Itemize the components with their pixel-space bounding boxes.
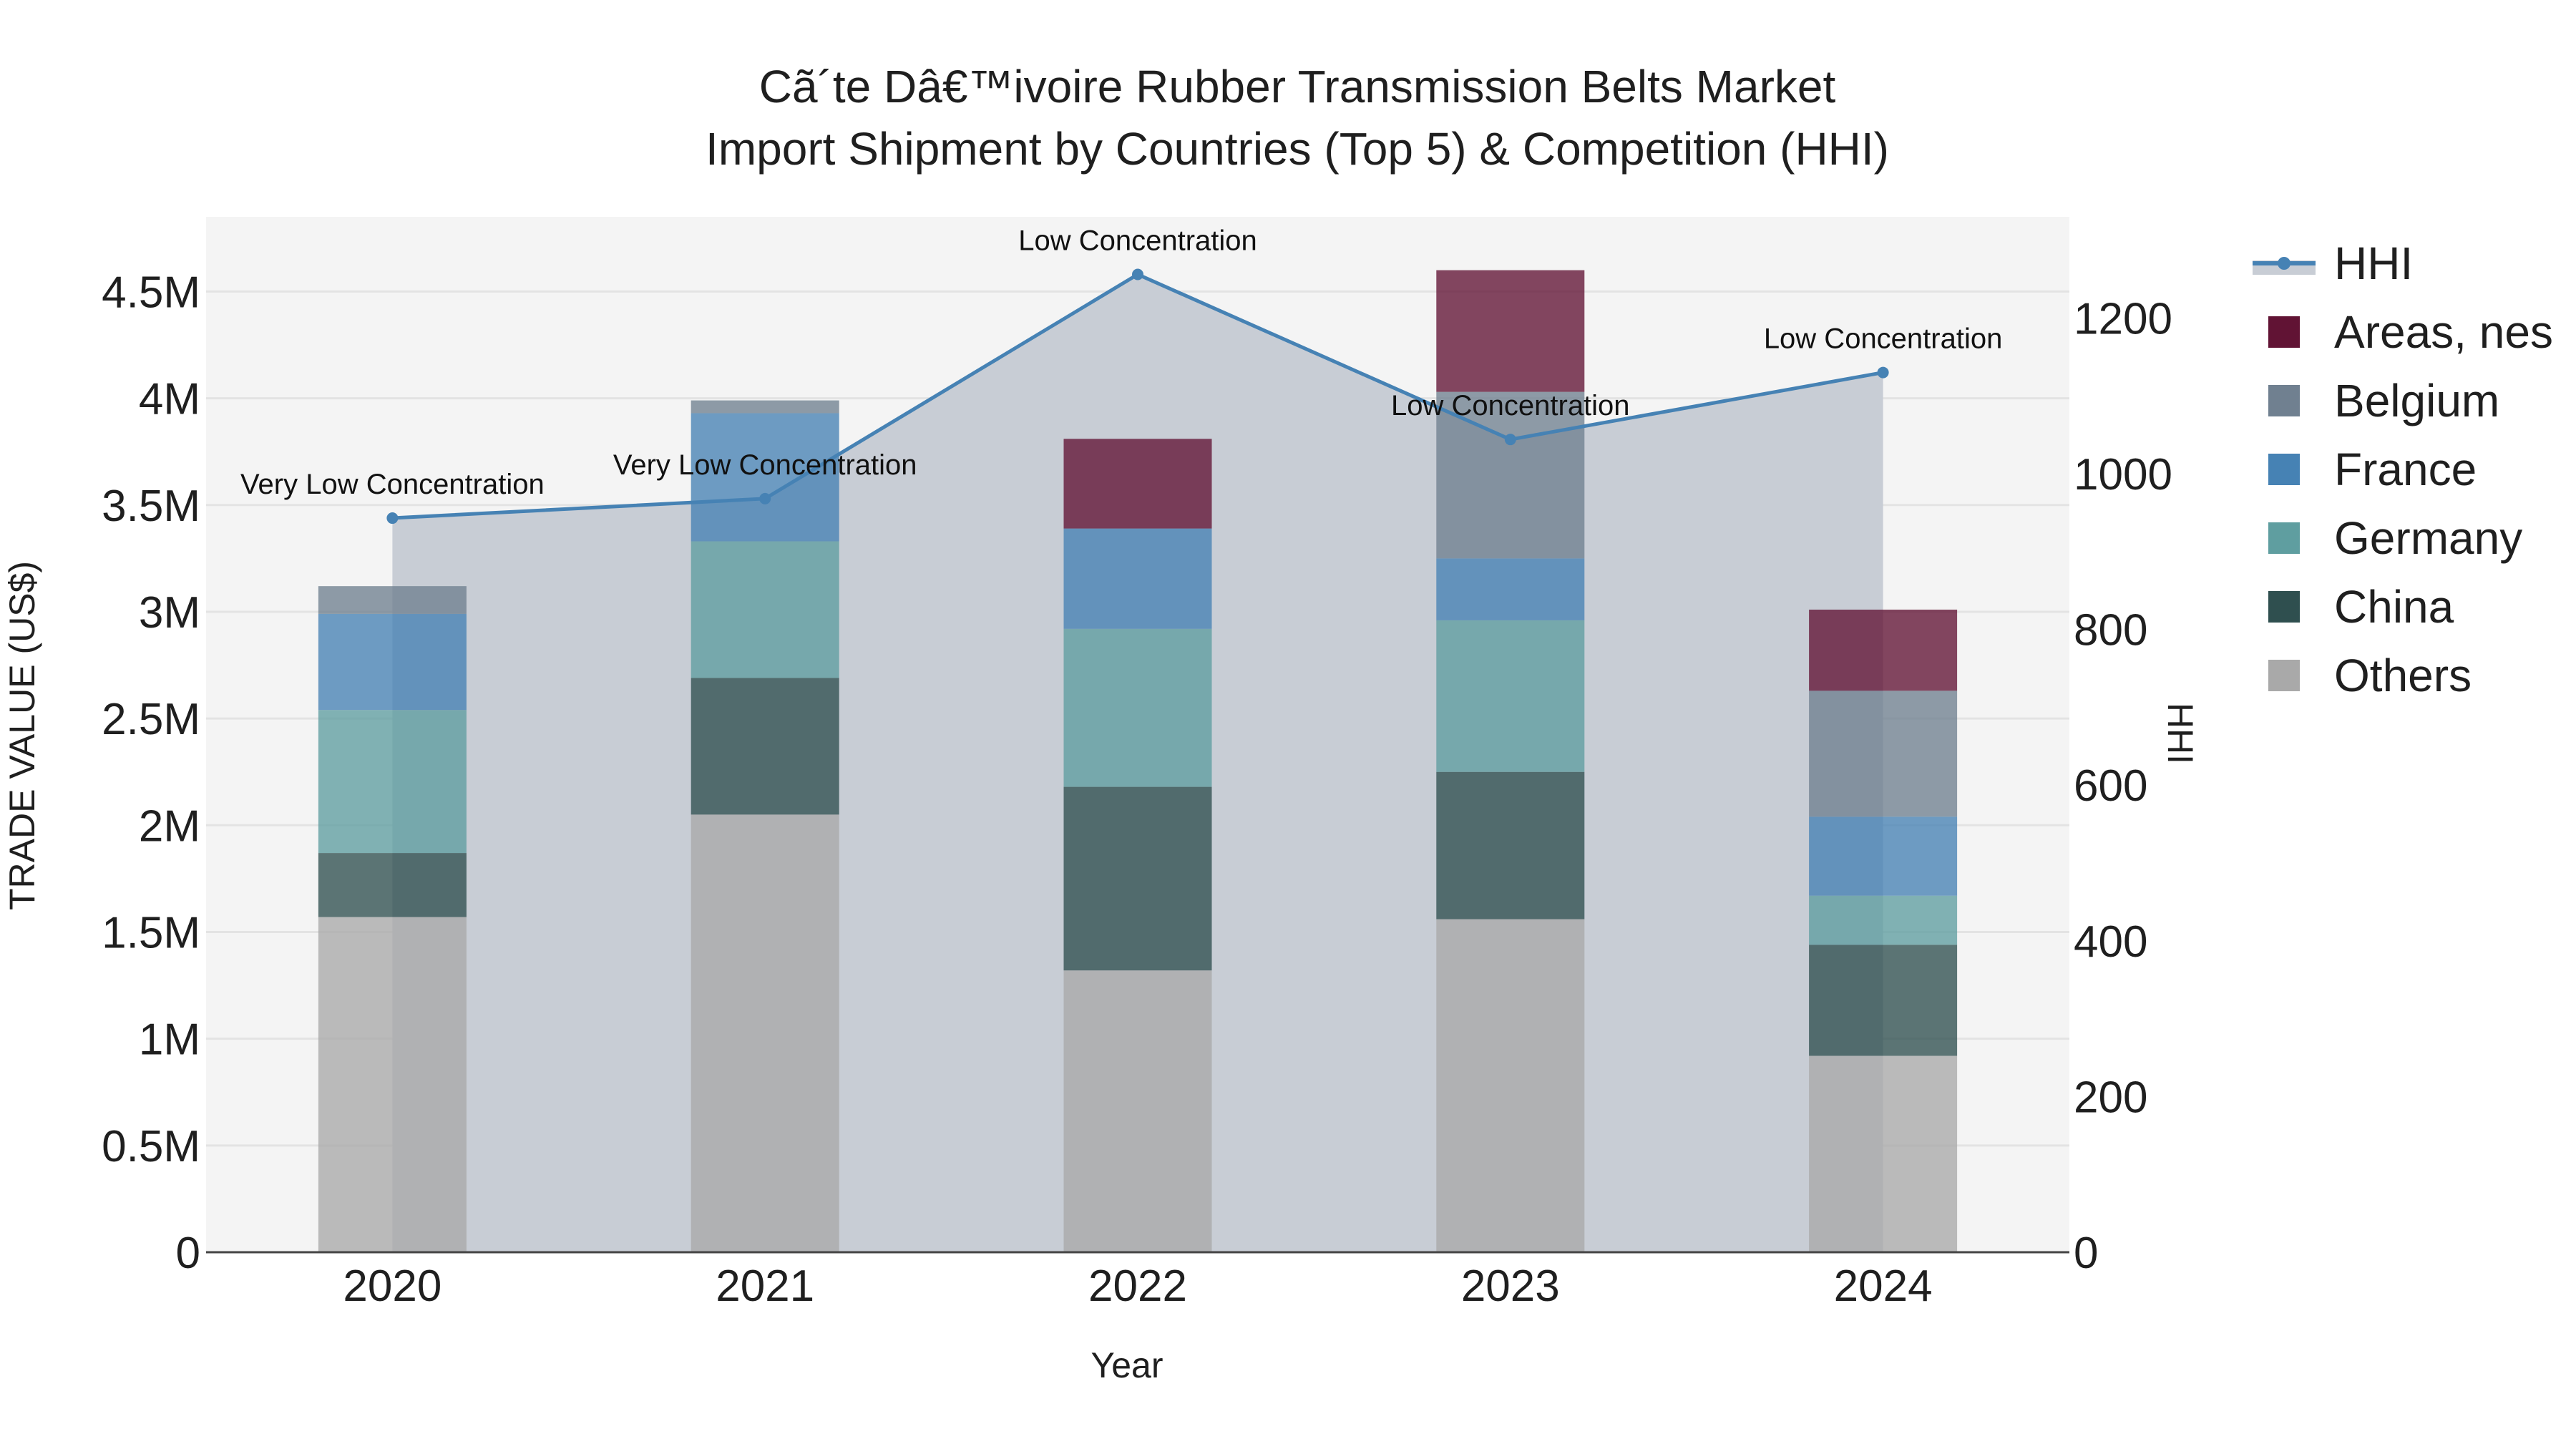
y-tick-label-7: 3.5M — [102, 482, 200, 531]
legend-label-france: France — [2334, 444, 2477, 495]
hhi-annotation-2023: Low Concentration — [1391, 390, 1630, 421]
legend-item-areas-nes[interactable]: Areas, nes — [2268, 306, 2553, 358]
legend: HHI Areas, nes Belgium France Germany China Ot… — [2253, 238, 2553, 701]
y-tick-label-4: 2M — [139, 801, 200, 851]
legend-label-others: Others — [2334, 650, 2472, 701]
y-axis-title: TRADE VALUE (US$) — [2, 561, 42, 910]
legend-item-hhi[interactable]: HHI — [2253, 238, 2413, 289]
bar-others-2022 — [1063, 970, 1212, 1252]
y2-tick-label-0: 0 — [2074, 1229, 2098, 1278]
y2-axis-title: HHI — [2160, 703, 2200, 764]
bar-germany-2020 — [318, 710, 467, 854]
y2-tick-label-2: 400 — [2074, 917, 2147, 967]
bar-germany-2021 — [691, 541, 839, 678]
y2-tick-label-4: 800 — [2074, 606, 2147, 655]
bar-germany-2023 — [1436, 620, 1585, 772]
bar-areas-nes-2024 — [1809, 609, 1958, 691]
legend-item-china[interactable]: China — [2268, 581, 2454, 633]
y2-tick-label-5: 1000 — [2074, 450, 2172, 499]
y-tick-label-6: 3M — [139, 588, 200, 638]
legend-label-belgium: Belgium — [2334, 375, 2499, 426]
chart-title-line-1: Cã´te Dâ€™ivoire Rubber Transmission Bel… — [759, 61, 1836, 112]
bar-belgium-2021 — [691, 400, 839, 414]
bar-france-2021 — [691, 413, 839, 542]
bar-china-2024 — [1809, 945, 1958, 1056]
y-tick-label-9: 4.5M — [102, 268, 200, 317]
bar-areas-nes-2023 — [1436, 270, 1585, 392]
legend-item-others[interactable]: Others — [2268, 650, 2472, 701]
bar-china-2021 — [691, 678, 839, 815]
hhi-point-2021 — [759, 492, 771, 504]
legend-item-france[interactable]: France — [2268, 444, 2477, 495]
hhi-point-2024 — [1877, 366, 1889, 379]
legend-swatch-belgium — [2268, 385, 2300, 416]
bar-france-2020 — [318, 613, 467, 711]
x-tick-label-2020: 2020 — [343, 1262, 441, 1311]
y-tick-label-3: 1.5M — [102, 908, 200, 957]
bar-belgium-2023 — [1436, 391, 1585, 559]
y-tick-label-2: 1M — [139, 1015, 200, 1065]
y-tick-label-1: 0.5M — [102, 1122, 200, 1171]
legend-swatch-areas-nes — [2268, 316, 2300, 348]
legend-swatch-hhi-marker — [2278, 257, 2290, 270]
y-tick-label-5: 2.5M — [102, 695, 200, 744]
legend-label-china: China — [2334, 581, 2454, 633]
bar-others-2024 — [1809, 1055, 1958, 1252]
x-tick-label-2022: 2022 — [1088, 1262, 1187, 1311]
hhi-annotation-2022: Low Concentration — [1018, 225, 1257, 257]
hhi-point-2020 — [386, 512, 399, 525]
hhi-annotation-2024: Low Concentration — [1764, 323, 2003, 355]
x-tick-label-2023: 2023 — [1461, 1262, 1560, 1311]
x-axis-title: Year — [1091, 1345, 1163, 1385]
bars-layer — [318, 270, 1958, 1252]
y2-tick-label-1: 200 — [2074, 1073, 2147, 1122]
bar-france-2023 — [1436, 558, 1585, 620]
x-tick-label-2021: 2021 — [716, 1262, 814, 1311]
bar-belgium-2024 — [1809, 691, 1958, 817]
legend-swatch-france — [2268, 454, 2300, 485]
bar-china-2022 — [1063, 786, 1212, 971]
bar-china-2020 — [318, 853, 467, 917]
hhi-point-2023 — [1504, 434, 1516, 446]
bar-france-2024 — [1809, 816, 1958, 896]
chart-title-line-2: Import Shipment by Countries (Top 5) & C… — [706, 123, 1889, 175]
legend-swatch-china — [2268, 591, 2300, 623]
x-tick-label-2024: 2024 — [1834, 1262, 1933, 1311]
y2-tick-label-6: 1200 — [2074, 294, 2172, 343]
legend-label-germany: Germany — [2334, 512, 2522, 564]
hhi-annotation-2021: Very Low Concentration — [613, 449, 917, 481]
legend-swatch-germany — [2268, 522, 2300, 554]
bar-germany-2022 — [1063, 628, 1212, 787]
legend-item-germany[interactable]: Germany — [2268, 512, 2522, 564]
bar-france-2022 — [1063, 528, 1212, 629]
hhi-line-layer: Very Low Concentration Very Low Concentra… — [240, 225, 2002, 525]
hhi-annotation-2020: Very Low Concentration — [240, 469, 545, 500]
bar-others-2020 — [318, 917, 467, 1252]
y-tick-label-8: 4M — [139, 375, 200, 424]
legend-label-hhi: HHI — [2334, 238, 2413, 289]
bar-others-2023 — [1436, 919, 1585, 1252]
bar-others-2021 — [691, 814, 839, 1252]
legend-label-areas-nes: Areas, nes — [2334, 306, 2553, 358]
y2-tick-label-3: 600 — [2074, 761, 2147, 811]
bar-china-2023 — [1436, 771, 1585, 919]
bar-germany-2024 — [1809, 895, 1958, 945]
bar-areas-nes-2022 — [1063, 439, 1212, 529]
y-tick-label-0: 0 — [176, 1229, 200, 1278]
axes-layer: 0 0.5M 1M 1.5M 2M 2.5M 3M 3.5M 4M 4.5M 0 200 400 600 8… — [102, 268, 2172, 1311]
bar-belgium-2020 — [318, 586, 467, 614]
legend-swatch-others — [2268, 660, 2300, 691]
legend-item-belgium[interactable]: Belgium — [2268, 375, 2499, 426]
hhi-point-2022 — [1132, 268, 1143, 280]
